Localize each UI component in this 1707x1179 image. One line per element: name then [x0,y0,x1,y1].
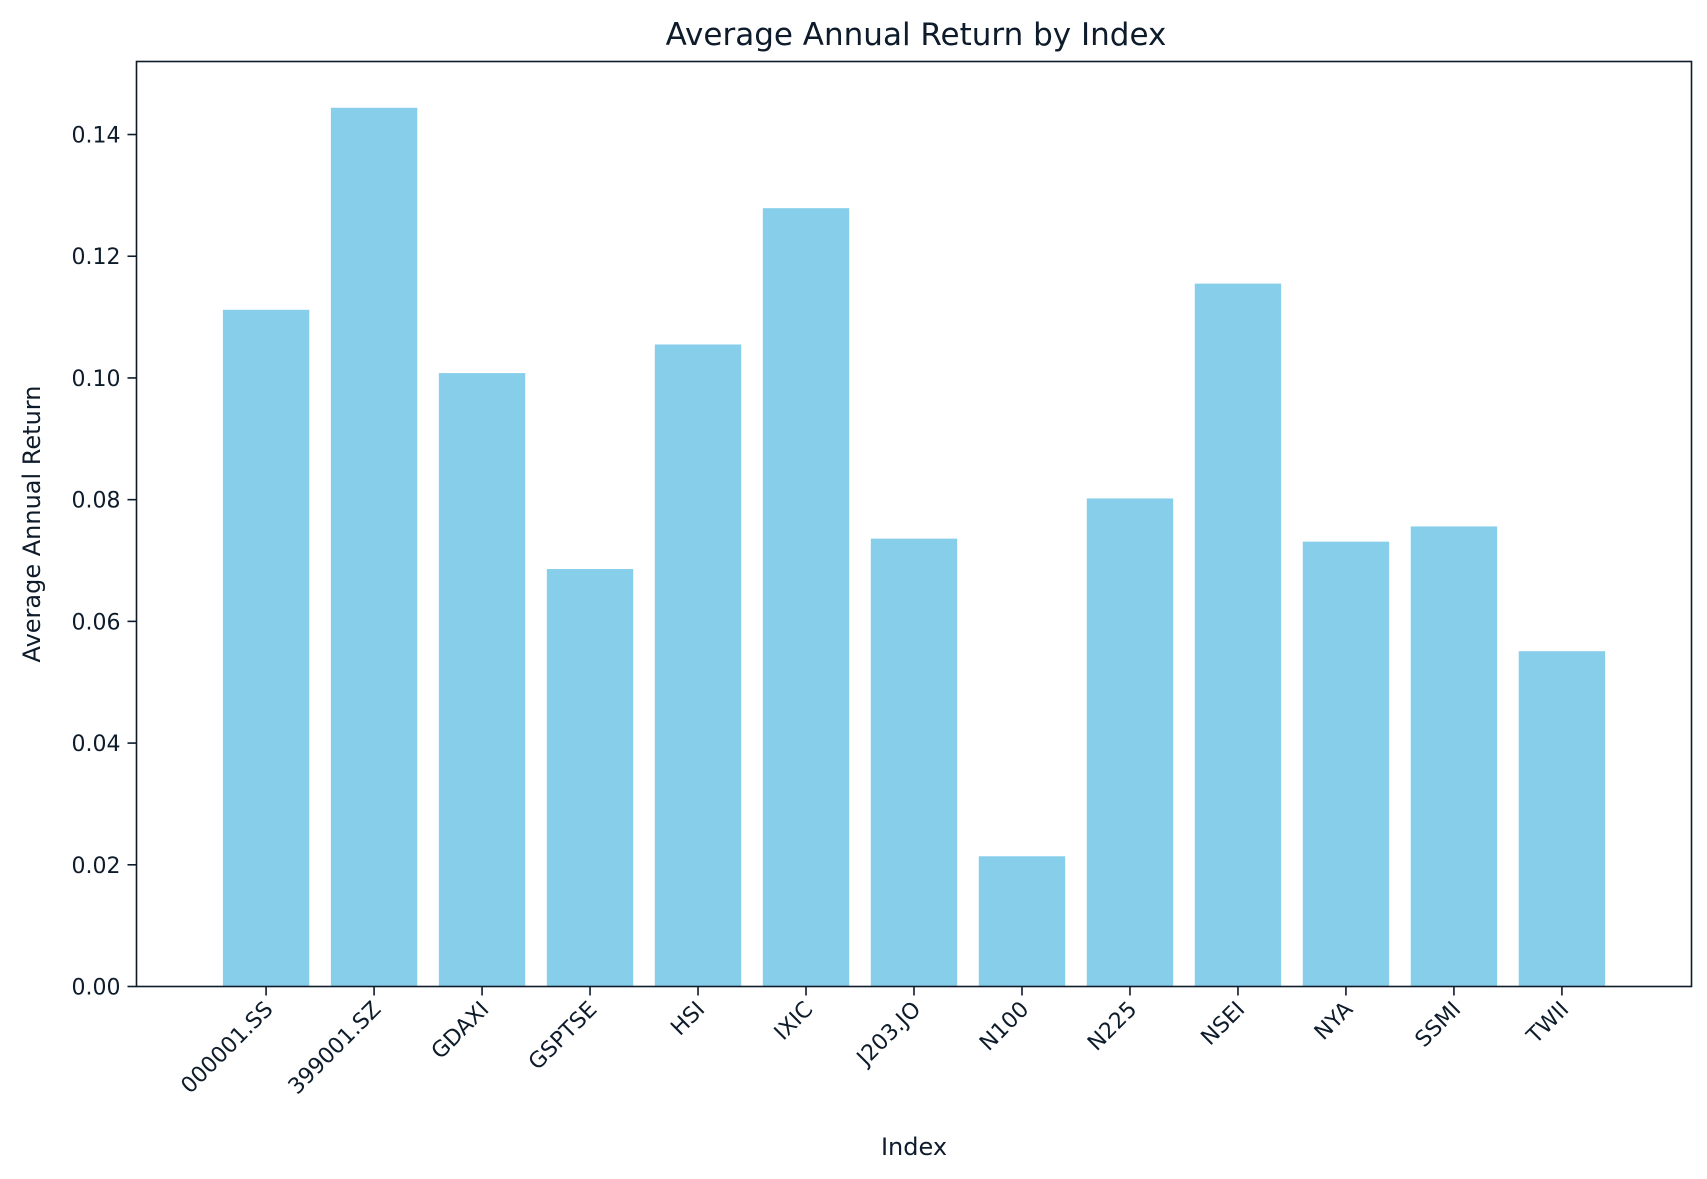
y-axis-ticks: 0.00 0.02 0.04 0.06 0.08 0.10 0.12 0.14 [72,124,137,1001]
bars-group [222,107,1606,987]
x-tick-label: 399001.SZ [284,997,387,1100]
x-tick-label: IXIC [770,997,818,1045]
bar-000001-ss [222,309,310,987]
x-tick-label: HSI [666,997,710,1041]
x-tick-label: 000001.SS [177,997,279,1099]
y-tick-label: 0.00 [72,976,121,1001]
bar-gdaxi [438,373,526,987]
bar-ssmi [1410,526,1498,987]
bar-gsptse [546,569,634,987]
y-tick-label: 0.14 [72,124,121,149]
x-tick-label: SSMI [1411,997,1466,1052]
x-axis-label: Index [881,1133,947,1161]
x-tick-label: GDAXI [427,997,494,1064]
bar-n100 [978,856,1066,987]
bar-hsi [654,344,742,987]
y-tick-label: 0.08 [72,489,121,514]
x-tick-label: N100 [975,997,1034,1056]
bar-j203-jo [870,538,958,987]
y-axis-label: Average Annual Return [18,386,46,663]
plot-frame [135,60,1693,988]
y-tick-label: 0.02 [72,854,121,879]
bar-399001-sz [330,107,418,987]
x-tick-label: J203.JO [851,997,926,1072]
bar-nsei [1194,283,1282,987]
bar-twii [1518,651,1606,987]
y-tick-label: 0.10 [72,367,121,392]
y-tick-label: 0.06 [72,610,121,635]
x-axis-ticks: 000001.SS 399001.SZ GDAXI GSPTSE HSI IXIC J203… [177,986,1574,1100]
bar-n225 [1086,498,1174,987]
bar-ixic [762,208,850,987]
x-tick-label: N225 [1083,997,1142,1056]
x-tick-label: NYA [1310,997,1358,1045]
x-tick-label: GSPTSE [524,997,602,1075]
bar-nya [1302,541,1390,987]
y-tick-label: 0.12 [72,245,121,270]
y-tick-label: 0.04 [72,732,121,757]
x-tick-label: NSEI [1197,997,1251,1051]
chart-title: Average Annual Return by Index [666,17,1167,53]
x-tick-label: TWII [1522,997,1574,1049]
